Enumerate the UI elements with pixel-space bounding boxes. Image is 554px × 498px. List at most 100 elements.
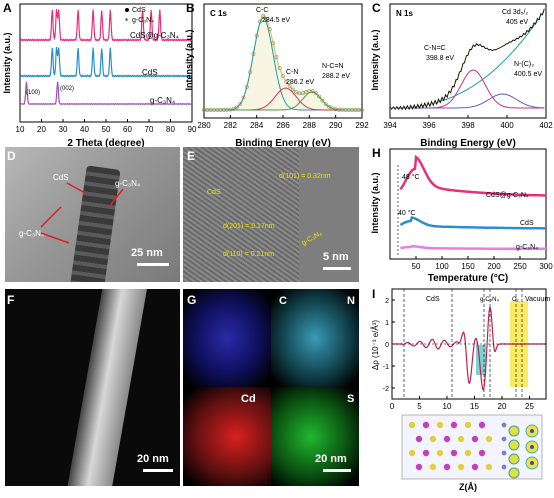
axis-label-y: Intensity (a.u.) (370, 29, 380, 90)
x-tick-label: 10 (443, 402, 452, 411)
x-tick-label: 70 (145, 125, 154, 134)
peak-ncn-name: N-C=N (322, 63, 344, 70)
data-point (267, 27, 272, 32)
x-tick-label: 292 (355, 121, 369, 130)
axis-label-x: Binding Energy (eV) (235, 138, 331, 149)
peak-label-100: (100) (26, 90, 40, 96)
data-point (320, 98, 325, 103)
scale-bar-label: 20 nm (137, 453, 169, 465)
x-tick-label: 284 (250, 121, 264, 130)
axis-label-x: 2 Theta (degree) (67, 138, 144, 149)
x-tick-label: 60 (123, 125, 132, 134)
annotation-48c: 48 °C (402, 173, 420, 181)
data-point (323, 102, 328, 107)
panel-i: I 0 5 10 15 20 25 2 1 0 -1 -2 CdS g-C₃N₄ O₂ Vacuum… (368, 285, 554, 493)
data-point (287, 84, 292, 88)
panel-label: F (7, 293, 15, 307)
axis-label-x: Temperature (°C) (428, 273, 509, 284)
x-tick-label: 394 (383, 121, 397, 130)
charge-lobe (508, 439, 520, 451)
x-tick-label: 30 (59, 125, 68, 134)
data-point (360, 108, 364, 112)
atom (471, 463, 479, 471)
x-tick-label: 400 (500, 121, 514, 130)
peak-ncn-energy: 288.2 eV (322, 73, 350, 80)
atom (450, 449, 458, 457)
panel-d-tem-image: D CdS g-C₃N₄ g-C₃N₄ 25 nm (5, 147, 180, 282)
charge-lobe (508, 453, 520, 465)
series-label-composite: CdS@g-C₃N₄ (130, 31, 179, 40)
data-point (238, 102, 243, 106)
series-label-cds: CdS (142, 68, 158, 77)
xps-c1s-chart: 280 282 284 286 288 290 292 C 1s C-C 284.5 eV … (184, 3, 369, 149)
series-label-composite: CdS@g-C₃N₄ (486, 192, 529, 199)
atom (471, 435, 479, 443)
atom (415, 463, 423, 471)
panel-label: G (187, 293, 197, 307)
peak-nc3-name: N-(C)₃ (514, 61, 534, 68)
data-point (330, 106, 335, 111)
data-point (313, 91, 318, 96)
data-point (264, 16, 269, 21)
atom (478, 421, 486, 429)
atom (501, 436, 507, 442)
atom (478, 449, 486, 457)
map-c (183, 289, 271, 387)
x-tick-label: 290 (329, 121, 343, 130)
data-point (304, 90, 308, 94)
data-point (300, 91, 305, 96)
data-point (291, 87, 295, 92)
region-vacuum: Vacuum (525, 296, 550, 303)
annotation-gcn-2: g-C₃N₄ (19, 229, 45, 238)
svg-text:*: * (125, 17, 128, 26)
map-n (271, 289, 359, 387)
data-point (244, 85, 249, 89)
scale-bar-label: 25 nm (131, 247, 163, 259)
peak-cnc-energy: 398.8 eV (426, 55, 454, 62)
data-point (235, 105, 239, 110)
series-label-cds: CdS (520, 220, 534, 227)
map-label-n: N (347, 295, 355, 307)
peak-cn-name: C-N (286, 69, 298, 76)
atom (530, 429, 534, 433)
data-point (241, 95, 246, 100)
legend-gcn: g-C₃N₄ (132, 17, 154, 24)
atom (422, 421, 430, 429)
data-point (281, 74, 285, 79)
nanorod (66, 289, 148, 486)
data-point (327, 104, 332, 109)
data-point (271, 41, 276, 46)
peak-nc3-energy: 400.5 eV (514, 71, 542, 78)
map-label-s: S (347, 393, 355, 405)
peak-cnc-name: C-N=C (424, 45, 446, 52)
x-tick-label: 10 (16, 125, 25, 134)
annotation-d201: d(201) = 0.17nm (223, 223, 275, 230)
scale-bar (323, 267, 351, 270)
atom (530, 445, 534, 449)
charge-lobe (508, 425, 520, 437)
atom (443, 435, 451, 443)
x-tick-label: 50 (412, 262, 421, 271)
x-tick-label: 396 (422, 121, 436, 130)
peak-cd-energy: 405 eV (506, 19, 529, 26)
panel-f-haadf-image: F 20 nm (5, 289, 180, 486)
x-tick-label: 90 (188, 125, 197, 134)
axis-label-x: Z(Å) (459, 482, 477, 492)
x-tick-label: 20 (37, 125, 46, 134)
peak-cc-name: C-C (256, 7, 268, 14)
atom (501, 464, 507, 470)
panel-label: B (186, 1, 195, 15)
spectrum-title: N 1s (396, 9, 413, 18)
y-tick-label: -2 (383, 386, 389, 393)
data-point (248, 70, 253, 75)
xps-n1s-chart: 394 396 398 400 402 N 1s Cd 3d₅/₂ 405 eV C-N… (370, 3, 553, 149)
annotation-40c: 40 °C (398, 209, 416, 217)
atom (501, 450, 507, 456)
peak-cd-name: Cd 3d₅/₂ (502, 9, 528, 16)
atom (408, 421, 416, 429)
atom (457, 435, 465, 443)
x-tick-label: 0 (390, 402, 395, 411)
xrd-chart: 10 20 30 40 50 60 70 80 90 2 Theta (degree) Inte… (2, 3, 197, 149)
atom (429, 435, 437, 443)
axis-label-y: Intensity (a.u.) (2, 32, 12, 93)
